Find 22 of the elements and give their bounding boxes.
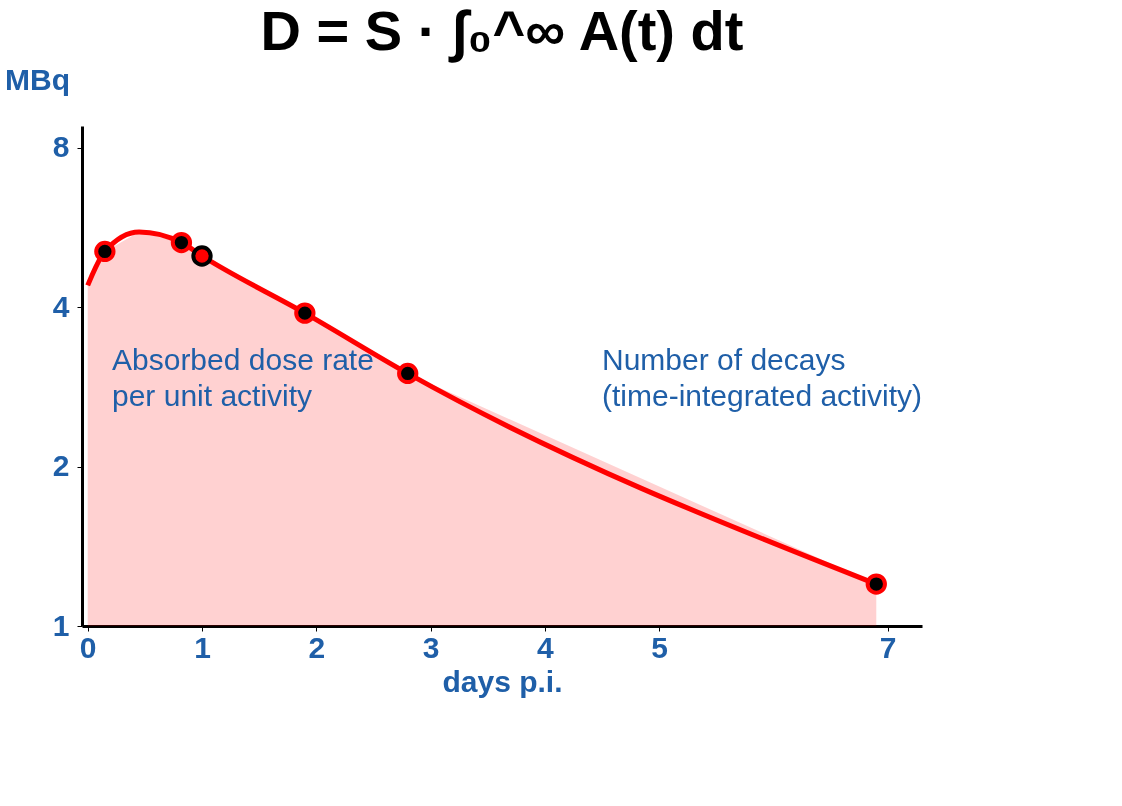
point bbox=[170, 231, 193, 254]
x-tick-label: 2 bbox=[308, 630, 326, 664]
point bbox=[865, 573, 887, 595]
y-tick-label: 1 bbox=[52, 608, 70, 642]
point bbox=[397, 362, 419, 385]
y-axis-title: MBq bbox=[5, 63, 70, 96]
point bbox=[191, 245, 213, 267]
x-tick-label: 0 bbox=[79, 630, 97, 664]
x-tick-label: 5 bbox=[651, 630, 668, 664]
annotation: Number of decays (time-integrated activity) bbox=[602, 343, 923, 412]
y-tick-label: 2 bbox=[52, 449, 70, 483]
x-tick-label: 7 bbox=[879, 630, 897, 664]
x-tick-label: 1 bbox=[194, 630, 211, 664]
point bbox=[294, 302, 316, 324]
x-axis-title: days p.i. bbox=[442, 664, 563, 698]
chart-title: D = S · ∫₀^∞ A(t) dt bbox=[260, 0, 744, 63]
y-tick-label: 8 bbox=[52, 130, 70, 164]
annotation: Absorbed dose rate per unit activity bbox=[112, 343, 374, 412]
x-tick-label: 3 bbox=[422, 630, 440, 664]
y-tick-label: 4 bbox=[52, 289, 70, 323]
point bbox=[94, 240, 116, 263]
x-tick-label: 4 bbox=[537, 630, 555, 664]
